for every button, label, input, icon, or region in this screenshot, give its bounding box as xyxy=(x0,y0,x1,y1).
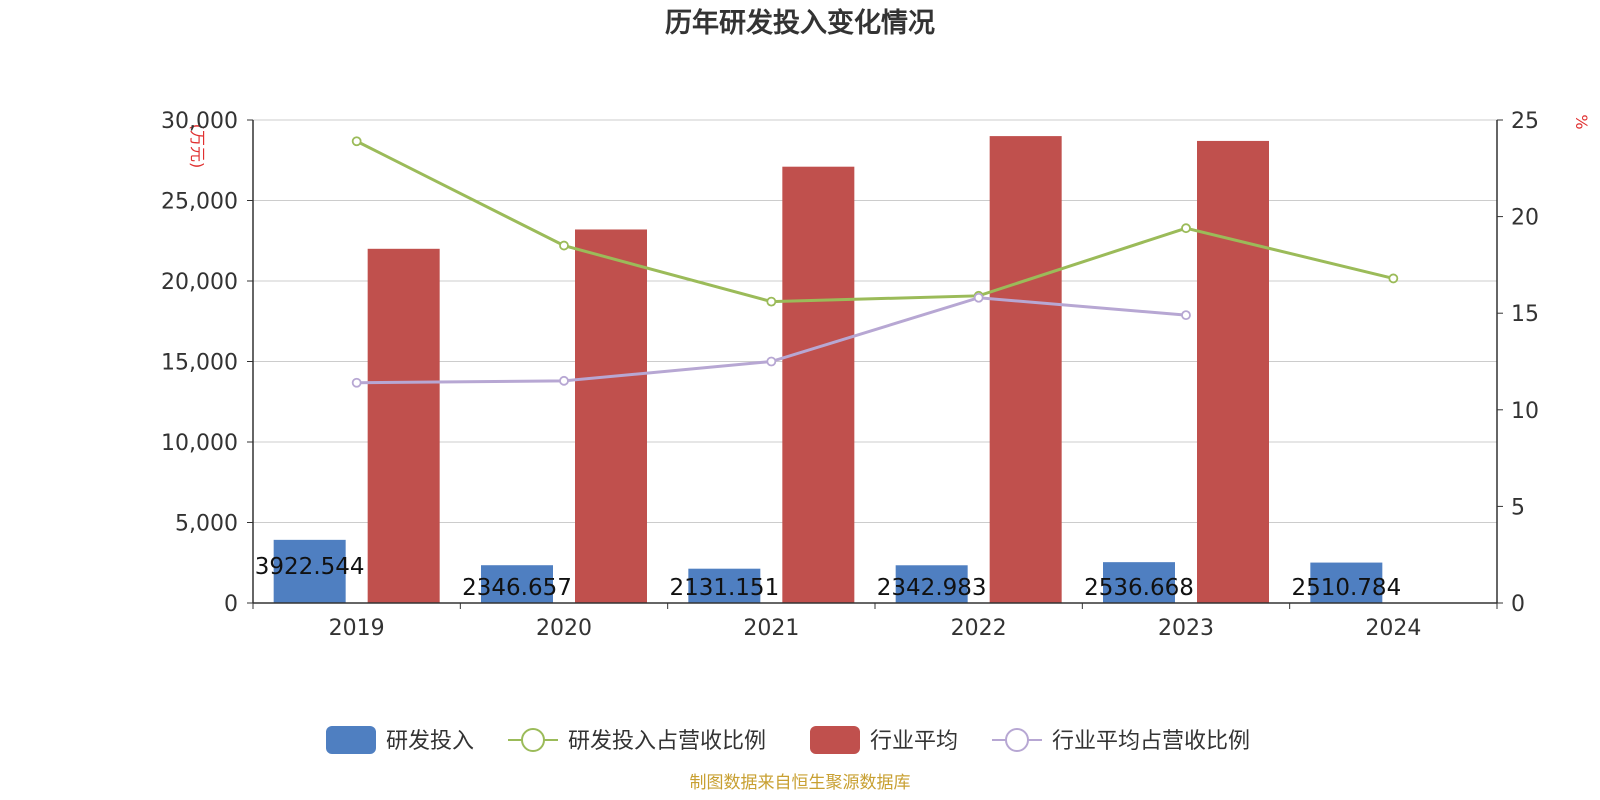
gridlines xyxy=(253,119,1497,523)
bar-data-label: 2131.151 xyxy=(669,575,779,601)
x-tick-label: 2024 xyxy=(1365,616,1421,641)
bar-data-label: 2346.657 xyxy=(462,575,572,601)
chart-title: 历年研发投入变化情况 xyxy=(665,7,935,39)
legend-item[interactable]: 研发投入 xyxy=(326,726,474,754)
bar-行业平均 xyxy=(367,248,440,604)
bar-研发投入 xyxy=(895,565,968,603)
bar-行业平均 xyxy=(575,229,647,604)
bar-data-label: 2536.668 xyxy=(1084,575,1194,601)
bar-行业平均 xyxy=(1197,140,1269,603)
point-研发投入占营收比例 xyxy=(766,296,777,307)
bar-研发投入 xyxy=(273,539,346,603)
y-left-tick-label: 25,000 xyxy=(161,190,238,215)
y-left-tick-label: 20,000 xyxy=(161,270,238,295)
point-研发投入占营收比例 xyxy=(559,240,569,251)
lines xyxy=(351,136,1399,388)
bar-行业平均 xyxy=(782,166,855,603)
y-left-tick-label: 30,000 xyxy=(161,109,238,134)
bar-行业平均 xyxy=(989,136,1062,603)
y-left-tick-label: 15,000 xyxy=(161,351,238,376)
x-tick-label: 2021 xyxy=(743,616,799,641)
legend-swatch xyxy=(326,726,376,754)
point-行业平均占营收比例 xyxy=(973,292,984,303)
bars xyxy=(273,136,1383,604)
y-right-tick-label: 10 xyxy=(1511,399,1539,424)
y-right-tick-label: 0 xyxy=(1511,592,1525,617)
legend-label: 研发投入 xyxy=(386,729,474,754)
y-left-tick-label: 10,000 xyxy=(161,431,238,456)
bar-data-label: 3922.544 xyxy=(255,554,365,580)
legend-item[interactable]: 行业平均 xyxy=(810,726,958,754)
point-行业平均占营收比例 xyxy=(559,375,569,386)
bar-data-label: 2510.784 xyxy=(1291,575,1401,601)
legend-item[interactable]: 研发投入占营收比例 xyxy=(508,728,766,754)
x-tick-label: 2023 xyxy=(1158,616,1214,641)
point-研发投入占营收比例 xyxy=(1181,223,1191,234)
bar-data-labels: 3922.544 2346.657 2131.151 2342.983 2536.668… xyxy=(255,554,1401,601)
bar-研发投入 xyxy=(1310,562,1383,603)
x-tick-label: 2019 xyxy=(329,616,385,641)
point-行业平均占营收比例 xyxy=(351,377,362,388)
point-研发投入占营收比例 xyxy=(351,136,362,147)
x-tick-label: 2020 xyxy=(536,616,592,641)
legend-label: 行业平均占营收比例 xyxy=(1052,729,1250,754)
legend-swatch-marker xyxy=(521,728,545,752)
y-right-tick-label: 15 xyxy=(1511,302,1539,327)
point-研发投入占营收比例 xyxy=(1388,273,1399,284)
bar-研发投入 xyxy=(688,568,761,603)
y-left-unit: (万元) xyxy=(188,124,207,169)
x-tick-label: 2022 xyxy=(951,616,1007,641)
point-行业平均占营收比例 xyxy=(1181,310,1191,321)
bar-data-label: 2342.983 xyxy=(877,575,987,601)
point-行业平均占营收比例 xyxy=(766,356,777,367)
legend-item[interactable]: 行业平均占营收比例 xyxy=(992,728,1250,754)
legend-swatch xyxy=(810,726,860,754)
axes: 0 5,000 10,000 15,000 20,000 25,000 30,000 0 5 10… xyxy=(161,109,1539,641)
y-right-tick-label: 20 xyxy=(1511,206,1539,231)
source-note: 制图数据来自恒生聚源数据库 xyxy=(690,773,911,793)
y-right-unit: % xyxy=(1572,114,1591,129)
y-right-tick-label: 5 xyxy=(1511,495,1525,520)
y-left-tick-label: 5,000 xyxy=(175,512,238,537)
legend-label: 行业平均 xyxy=(870,729,958,754)
legend-label: 研发投入占营收比例 xyxy=(568,729,766,754)
line-研发投入占营收比例 xyxy=(355,139,1394,304)
y-right-tick-label: 25 xyxy=(1511,109,1539,134)
bar-研发投入 xyxy=(1103,562,1175,603)
legend[interactable]: 研发投入 研发投入占营收比例 行业平均 行业平均占营收比例 xyxy=(326,726,1250,754)
bar-研发投入 xyxy=(481,565,553,603)
legend-swatch-marker xyxy=(1005,728,1029,752)
y-left-tick-label: 0 xyxy=(224,592,238,617)
